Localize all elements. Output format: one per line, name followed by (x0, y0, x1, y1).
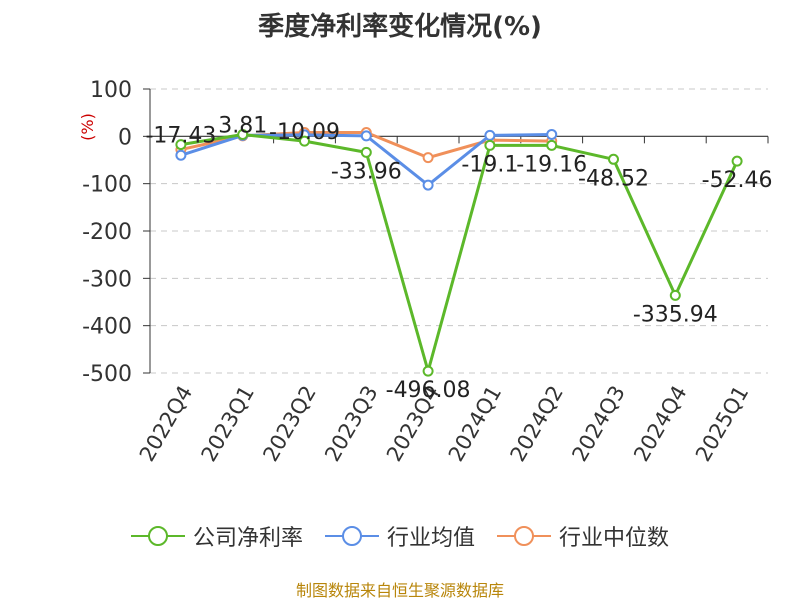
data-point (422, 179, 434, 191)
legend: 公司净利率 行业均值 行业中位数 (0, 520, 800, 552)
data-point (175, 139, 187, 151)
y-tick-label: 100 (90, 78, 132, 103)
y-axis-label: (%) (78, 113, 97, 141)
legend-line-marker-icon (324, 526, 379, 546)
data-point (731, 155, 743, 167)
data-label: -48.52 (578, 166, 649, 191)
legend-item-industry-median[interactable]: 行业中位数 (497, 520, 669, 552)
x-tick-label: 2024Q3 (567, 382, 629, 466)
data-point (669, 289, 681, 301)
data-label: -19.16 (516, 152, 587, 177)
legend-item-company[interactable]: 公司净利率 (130, 520, 303, 552)
data-label: -52.46 (702, 168, 773, 193)
data-label: -19.1 (461, 152, 518, 177)
data-point (546, 139, 558, 151)
x-tick-label: 2022Q4 (135, 382, 197, 466)
series-lines (175, 127, 743, 377)
data-point (299, 135, 310, 147)
data-point (237, 129, 249, 141)
x-tick-label: 2024Q2 (506, 382, 568, 466)
data-label: -496.08 (386, 378, 471, 403)
data-point (360, 146, 372, 158)
y-tick-label: -400 (82, 315, 132, 340)
data-point (360, 130, 372, 142)
y-tick-label: 0 (118, 125, 132, 150)
x-tick-label: 2025Q1 (691, 382, 753, 466)
data-labels: -17.43 3.81 -10.09 -33.96 -496.08 -19.1-19.16… (145, 114, 772, 404)
series-line (180, 133, 739, 373)
data-label: -335.94 (633, 302, 718, 327)
x-tick-label: 2023Q3 (320, 382, 382, 466)
legend-line-marker-icon (130, 526, 185, 546)
legend-item-industry-mean[interactable]: 行业均值 (324, 520, 475, 552)
y-tick-label: -100 (82, 173, 132, 198)
data-label: -10.09 (269, 120, 340, 145)
y-tick-label: -200 (82, 220, 132, 245)
legend-label: 行业均值 (386, 526, 475, 551)
x-tick-label: 2023Q1 (197, 382, 259, 466)
data-point (422, 365, 434, 377)
y-tick-label: -500 (82, 362, 132, 387)
x-tick-label: 2023Q2 (258, 382, 320, 466)
y-tick-label: -300 (82, 267, 132, 292)
data-point (546, 128, 558, 140)
data-label: -33.96 (331, 159, 402, 184)
legend-label: 公司净利率 (192, 526, 303, 551)
grid-lines (150, 88, 768, 374)
data-point (175, 149, 187, 161)
data-label: 3.81 (218, 114, 267, 139)
data-point (422, 152, 434, 164)
legend-line-marker-icon (497, 526, 551, 546)
source-note: 制图数据来自恒生聚源数据库 (295, 581, 504, 600)
x-tick-label: 2024Q4 (629, 382, 691, 466)
data-point (484, 129, 496, 141)
chart-title: 季度净利率变化情况(%) (258, 12, 542, 42)
data-point (484, 139, 496, 151)
data-point (608, 153, 619, 165)
legend-label: 行业中位数 (559, 526, 670, 551)
data-label: -17.43 (145, 124, 216, 149)
